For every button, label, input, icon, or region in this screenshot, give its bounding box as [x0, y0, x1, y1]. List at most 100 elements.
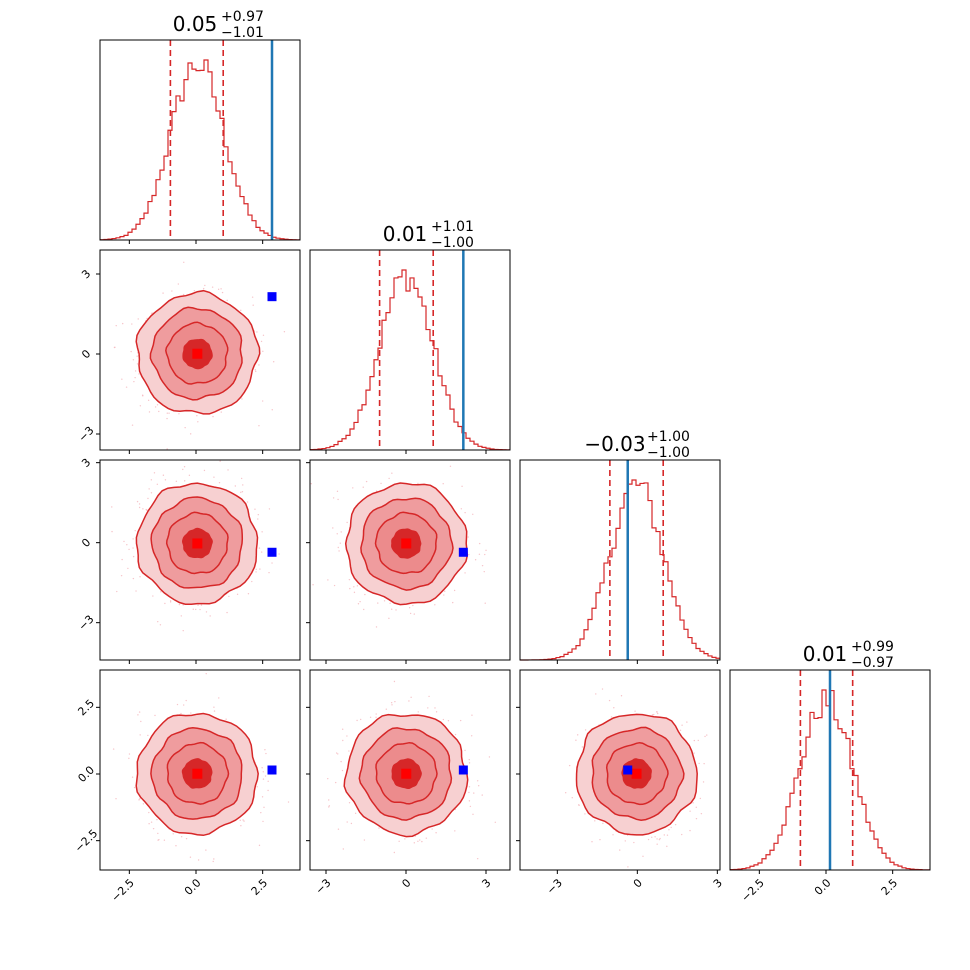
sample-point — [121, 558, 123, 561]
sample-point — [257, 513, 260, 516]
sample-point — [700, 812, 703, 815]
sample-point — [697, 739, 699, 742]
pair-panel-3-2 — [519, 669, 721, 871]
sample-point — [333, 584, 336, 587]
sample-point — [695, 817, 698, 820]
sample-point — [175, 480, 178, 483]
sample-point — [312, 584, 314, 586]
sample-point — [258, 425, 260, 427]
sample-point — [136, 500, 139, 503]
sample-point — [166, 412, 169, 414]
sample-point — [464, 572, 466, 574]
sample-point — [251, 580, 253, 583]
sample-point — [341, 728, 344, 730]
sample-point — [442, 718, 445, 721]
panel-title-3: 0.01 — [803, 642, 848, 666]
panel-titles: 0.05 +0.97−1.010.01 +1.01−1.00−0.03 +1.00−1… — [173, 9, 894, 671]
sample-point — [404, 838, 406, 840]
sample-point — [340, 531, 342, 533]
sample-point — [468, 758, 470, 761]
sample-point — [112, 748, 115, 750]
sample-point — [364, 593, 366, 596]
sample-point — [221, 291, 224, 294]
pair-panel-1-0 — [99, 249, 301, 451]
sample-point — [654, 836, 656, 838]
sample-point — [262, 350, 264, 353]
sample-point — [136, 355, 138, 357]
sample-point — [150, 492, 153, 494]
sample-point — [467, 536, 469, 538]
sample-point — [642, 855, 644, 857]
sample-point — [393, 851, 396, 854]
sample-point — [472, 813, 474, 816]
sample-point — [695, 806, 697, 808]
sample-point — [246, 501, 249, 503]
sample-point — [260, 340, 263, 343]
sample-point — [287, 801, 290, 803]
sample-point — [452, 601, 454, 604]
sample-point — [168, 412, 170, 414]
sample-point — [619, 849, 621, 851]
sample-point — [601, 688, 604, 690]
sample-point — [148, 488, 150, 490]
sample-point — [152, 595, 154, 597]
sample-point — [218, 697, 220, 699]
sample-point — [147, 399, 150, 402]
sample-point — [417, 840, 419, 843]
truth-marker — [458, 547, 468, 557]
sample-point — [182, 704, 185, 706]
sample-point — [651, 836, 653, 838]
sample-point — [268, 508, 271, 510]
sample-point — [481, 794, 483, 796]
sample-point — [335, 752, 338, 754]
sample-point — [134, 376, 136, 379]
sample-point — [197, 859, 200, 861]
sample-point — [192, 608, 194, 610]
pair-panel-frame — [519, 669, 721, 871]
sample-point — [120, 574, 123, 577]
sample-point — [378, 827, 380, 829]
sample-point — [162, 474, 165, 476]
sample-point — [180, 836, 183, 838]
sample-point — [356, 719, 358, 722]
title-plus-0: +0.97 — [221, 9, 264, 25]
sample-point — [483, 570, 485, 573]
sample-point — [268, 571, 270, 574]
sample-point — [656, 838, 658, 840]
sample-point — [113, 346, 116, 349]
sample-point — [468, 791, 470, 794]
sample-point — [354, 812, 357, 815]
sample-point — [686, 721, 688, 723]
sample-point — [594, 820, 596, 822]
sample-point — [476, 780, 479, 782]
sample-point — [327, 579, 329, 581]
sample-point — [212, 860, 214, 863]
sample-point — [391, 472, 393, 474]
sample-point — [488, 756, 491, 758]
diag-panel-1 — [309, 249, 511, 451]
sample-point — [692, 802, 694, 804]
sample-point — [138, 506, 141, 509]
sample-point — [203, 469, 206, 472]
sample-point — [136, 363, 139, 365]
diag-panel-frame — [519, 459, 721, 661]
sample-point — [484, 602, 486, 604]
sample-point — [375, 626, 378, 628]
sample-point — [178, 413, 180, 415]
sample-point — [681, 724, 683, 726]
sample-point — [131, 424, 134, 426]
sample-point — [205, 672, 207, 675]
sample-point — [177, 283, 180, 285]
sample-point — [111, 530, 113, 533]
pair-panel-content — [520, 670, 720, 870]
panel-title-0: 0.05 — [173, 12, 218, 36]
truth-marker — [267, 765, 277, 775]
sample-point — [263, 806, 265, 809]
sample-point — [470, 735, 473, 737]
sample-point — [240, 491, 242, 494]
pair-panel-content — [100, 250, 300, 450]
sample-point — [154, 406, 157, 408]
sample-point — [132, 359, 135, 361]
sample-point — [180, 615, 182, 617]
